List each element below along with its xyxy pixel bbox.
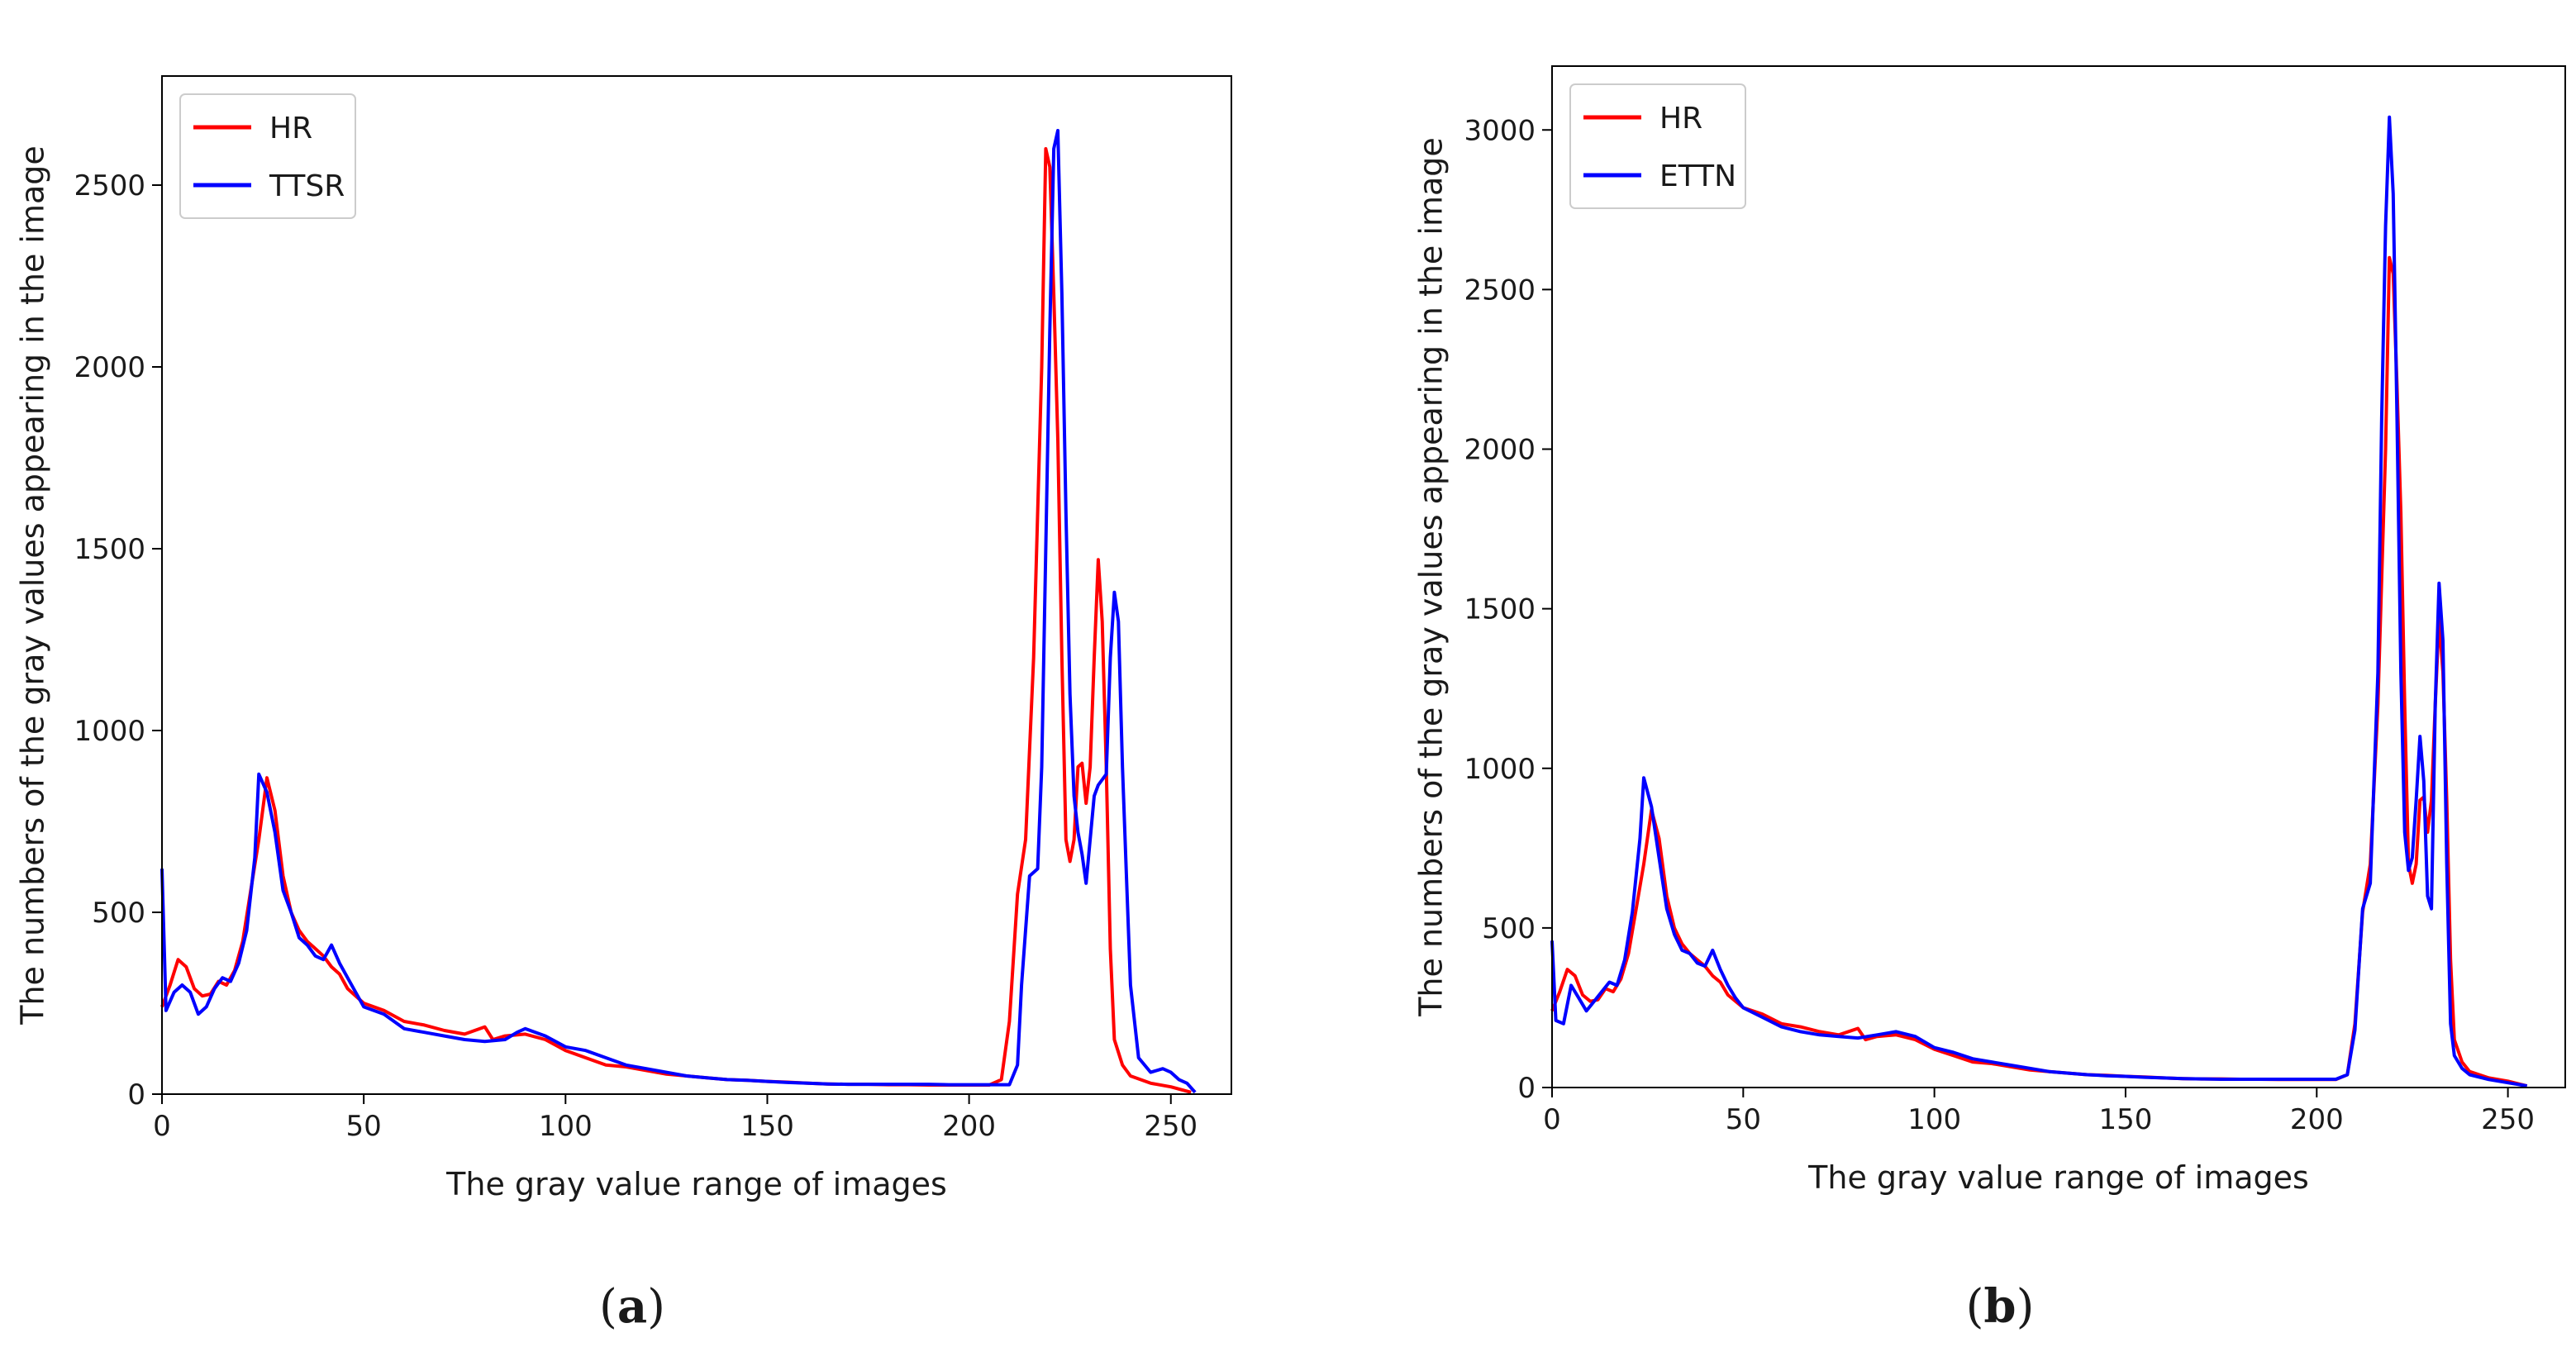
chart-a-y-tick-label: 500 <box>92 897 145 930</box>
chart-b-x-axis-label: The gray value range of images <box>1807 1159 2309 1196</box>
chart-b-x-tick-label: 50 <box>1726 1103 1761 1136</box>
chart-b-y-tick-label: 2000 <box>1464 434 1536 467</box>
chart-a-y-tick-label: 1500 <box>74 533 145 566</box>
chart-a-series-hr <box>160 147 1192 1094</box>
chart-b-legend-label-ettn: ETTN <box>1659 159 1736 193</box>
chart-b-x-tick-label: 0 <box>1543 1103 1561 1136</box>
chart-a-y-axis-label: The numbers of the gray values appearing… <box>15 145 51 1026</box>
chart-a-series-ttsr <box>160 129 1197 1094</box>
panel-label-a: (a) <box>599 1279 665 1334</box>
chart-b-legend-label-hr: HR <box>1659 102 1702 136</box>
chart-a-legend-label-hr: HR <box>269 112 312 145</box>
panel-label-b-open: ( <box>1966 1280 1984 1334</box>
chart-b-y-tick-label: 1000 <box>1464 753 1536 786</box>
chart-a-x-tick-label: 150 <box>740 1110 794 1143</box>
chart-panel-b: 0 50 100 150 200 250050010001500200025003000 … <box>1413 65 2566 1334</box>
chart-b-series <box>1550 115 2528 1088</box>
panel-label-b-close: ) <box>2017 1280 2035 1334</box>
chart-a-frame <box>161 75 1232 1095</box>
chart-a-x-tick-label: 0 <box>153 1110 171 1143</box>
panel-label-a-close: ) <box>647 1280 665 1334</box>
chart-b-x-tick-label: 150 <box>2099 1103 2153 1136</box>
chart-b-y-tick-label: 3000 <box>1464 114 1536 147</box>
panel-label-a-open: ( <box>599 1280 617 1334</box>
chart-a-legend: HR TTSR <box>179 93 356 219</box>
chart-a-y-tick-label: 1000 <box>74 715 145 748</box>
chart-a-y-tick-label: 0 <box>127 1078 145 1111</box>
chart-a-y-tick-label: 2000 <box>74 351 145 384</box>
chart-b-series-ettn <box>1550 115 2528 1088</box>
chart-b-y-tick-label: 0 <box>1517 1072 1536 1105</box>
chart-a-series <box>160 129 1197 1094</box>
chart-a-x-tick-label: 200 <box>942 1110 996 1143</box>
chart-b-y-tick-label: 1500 <box>1464 593 1536 626</box>
chart-b-x-tick-label: 250 <box>2481 1103 2535 1136</box>
panel-label-b: (b) <box>1966 1279 2035 1334</box>
chart-a-x-axis-label: The gray value range of images <box>445 1166 947 1202</box>
panel-label-b-letter: b <box>1983 1279 2016 1334</box>
chart-b-x-tick-label: 100 <box>1907 1103 1961 1136</box>
chart-b-frame <box>1551 65 2566 1088</box>
chart-a-x-tick-label: 50 <box>346 1110 382 1143</box>
chart-b-y-axis-label: The numbers of the gray values appearing… <box>1413 137 1450 1017</box>
chart-a-y-tick-label: 2500 <box>74 169 145 202</box>
chart-a-x-tick-label: 250 <box>1144 1110 1198 1143</box>
panel-label-a-letter: a <box>617 1279 647 1334</box>
chart-a-x-tick-label: 100 <box>539 1110 593 1143</box>
chart-a-legend-label-ttsr: TTSR <box>269 169 345 203</box>
chart-b-y-tick-label: 500 <box>1482 912 1536 945</box>
chart-b-x-tick-label: 200 <box>2290 1103 2344 1136</box>
chart-b-legend: HR ETTN <box>1569 83 1746 209</box>
chart-b-y-tick-label: 2500 <box>1464 274 1536 307</box>
